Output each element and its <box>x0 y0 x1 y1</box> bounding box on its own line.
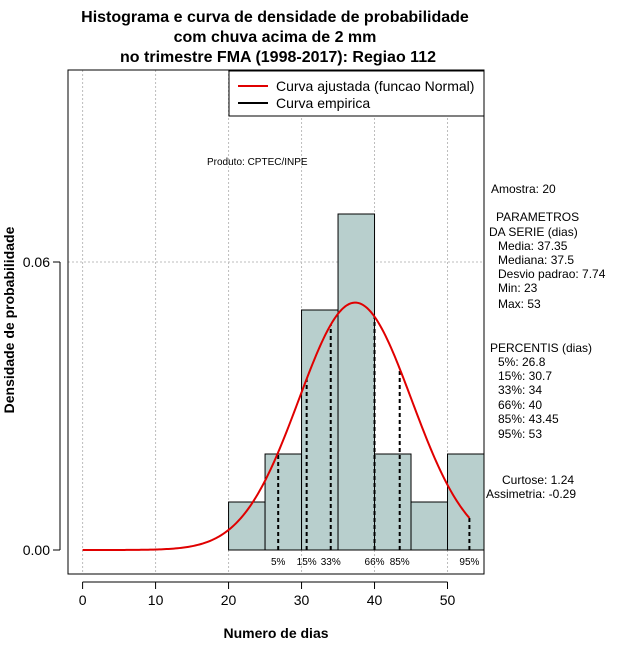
normal-curve <box>82 301 471 551</box>
x-tick-label-50: 50 <box>440 592 456 608</box>
histogram-bar-6 <box>447 453 485 551</box>
stat-param-1: Mediana: 37.5 <box>498 253 574 267</box>
percentile-label-4: 85% <box>390 557 410 568</box>
plot-frame <box>67 69 485 575</box>
stat-param-title-1: PARAMETROS <box>496 210 579 224</box>
legend: Curva ajustada (funcao Normal) Curva emp… <box>228 70 485 117</box>
stat-percentil-4: 85%: 43.45 <box>498 412 559 426</box>
histogram-bar-3 <box>337 213 376 551</box>
stat-percentil-2: 33%: 34 <box>498 383 542 397</box>
histogram-bar-5 <box>410 501 449 551</box>
x-axis-title: Numero de dias <box>223 625 328 641</box>
percentile-label-0: 5% <box>271 557 286 568</box>
chart-title-line-2: com chuva acima de 2 mm <box>174 29 377 46</box>
x-tick-label-20: 20 <box>221 592 237 608</box>
stat-param-0: Media: 37.35 <box>498 239 568 253</box>
percentile-label-2: 33% <box>321 557 341 568</box>
chart-title-line-1: Histograma e curva de densidade de proba… <box>81 9 469 26</box>
y-axis-title: Densidade de probabilidade <box>1 226 17 413</box>
x-tick-label-0: 0 <box>79 592 87 608</box>
legend-label-normal: Curva ajustada (funcao Normal) <box>276 78 474 94</box>
product-label: Produto: CPTEC/INPE <box>207 157 308 168</box>
percentile-label-5: 95% <box>459 557 479 568</box>
stat-percentil-1: 15%: 30.7 <box>498 369 552 383</box>
stat-curtose: Curtose: 1.24 <box>502 473 574 487</box>
axes: 0 10 20 30 40 50 0.00 0.06 <box>23 254 456 608</box>
stat-percentil-3: 66%: 40 <box>498 398 542 412</box>
percentile-label-1: 15% <box>297 557 317 568</box>
legend-label-empirical: Curva empirica <box>276 95 370 111</box>
percentile-lines: 5% 15% 33% 66% 85% 95% <box>271 316 480 568</box>
histogram-bars <box>228 213 485 551</box>
stat-assimetria: Assimetria: -0.29 <box>486 487 576 501</box>
x-tick-label-40: 40 <box>367 592 383 608</box>
x-tick-label-10: 10 <box>148 592 164 608</box>
y-tick-label-0: 0.00 <box>23 542 50 558</box>
percentile-label-3: 66% <box>365 557 385 568</box>
stat-percentil-0: 5%: 26.8 <box>498 355 546 369</box>
histogram-bar-4 <box>374 453 412 551</box>
stat-percentis-title: PERCENTIS (dias) <box>490 341 592 355</box>
legend-box <box>228 70 485 117</box>
x-tick-label-30: 30 <box>294 592 310 608</box>
stat-param-4: Max: 53 <box>498 297 541 311</box>
stat-param-2: Desvio padrao: 7.74 <box>498 267 606 281</box>
stats-panel: Amostra: 20 PARAMETROS DA SERIE (dias) M… <box>486 182 606 501</box>
stat-amostra: Amostra: 20 <box>491 182 556 196</box>
stat-percentil-5: 95%: 53 <box>498 427 542 441</box>
chart-title-line-3: no trimestre FMA (1998-2017): Regiao 112 <box>120 49 436 66</box>
stat-param-title-2: DA SERIE (dias) <box>489 225 578 239</box>
stat-param-3: Min: 23 <box>498 281 538 295</box>
y-tick-label-1: 0.06 <box>23 254 50 270</box>
